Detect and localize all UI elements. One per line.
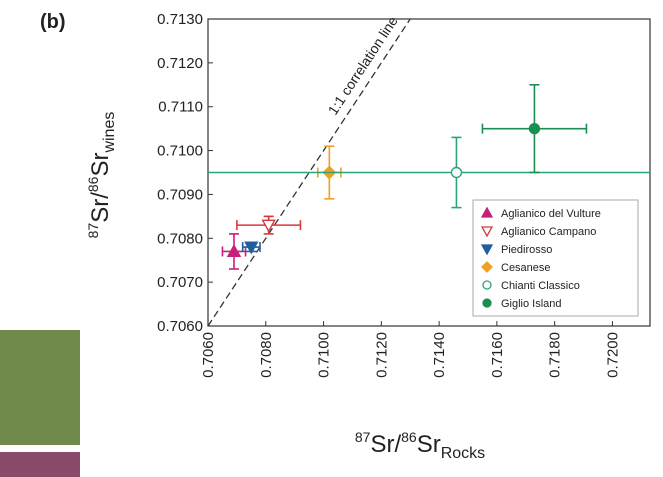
panel-label: (b) — [40, 11, 66, 33]
legend-marker — [480, 244, 494, 256]
x-tick-label: 0.7180 — [547, 332, 564, 378]
x-tick-label: 0.7140 — [431, 332, 448, 378]
legend-marker — [482, 298, 492, 308]
error-bars — [208, 136, 650, 209]
legend-marker — [481, 261, 493, 273]
cropped-photo — [0, 452, 80, 477]
x-tick-label: 0.7080 — [258, 332, 275, 378]
cropped-photo — [0, 330, 80, 445]
x-axis-title: 87Sr/86SrRocks — [355, 429, 485, 462]
x-tick-label: 0.7060 — [200, 332, 217, 378]
x-tick-label: 0.7200 — [604, 332, 621, 378]
legend-label: Aglianico del Vulture — [501, 208, 601, 220]
legend-box — [472, 199, 639, 317]
point — [244, 241, 259, 255]
x-tick-label: 0.7160 — [489, 332, 506, 378]
y-tick-label: 0.7120 — [157, 55, 203, 72]
y-tick-label: 0.7080 — [157, 230, 203, 247]
point — [528, 122, 541, 135]
legend-label: Chianti Classico — [501, 280, 580, 292]
y-tick-label: 0.7110 — [158, 99, 203, 116]
y-tick-label: 0.7060 — [157, 318, 203, 335]
y-tick-label: 0.7090 — [157, 186, 203, 203]
legend-label: Giglio Island — [501, 298, 562, 310]
y-tick-label: 0.7070 — [157, 274, 203, 291]
x-tick-label: 0.7120 — [373, 332, 390, 378]
point — [261, 219, 276, 233]
y-axis-title: 87Sr/86Srwines — [85, 112, 118, 239]
legend-marker — [480, 206, 494, 218]
y-tick-label: 0.7100 — [157, 143, 203, 160]
legend-label: Piedirosso — [501, 244, 552, 256]
point — [226, 244, 242, 257]
legend-label: Aglianico Campano — [501, 226, 596, 238]
one-to-one-line — [207, 18, 411, 327]
point — [450, 166, 463, 179]
y-tick-label: 0.7130 — [157, 11, 203, 28]
legend-marker — [480, 226, 494, 238]
legend-marker — [482, 280, 492, 290]
annotation: 1:1 correlation line — [325, 13, 401, 118]
x-tick-label: 0.7100 — [316, 332, 333, 378]
legend-label: Cesanese — [501, 262, 551, 274]
